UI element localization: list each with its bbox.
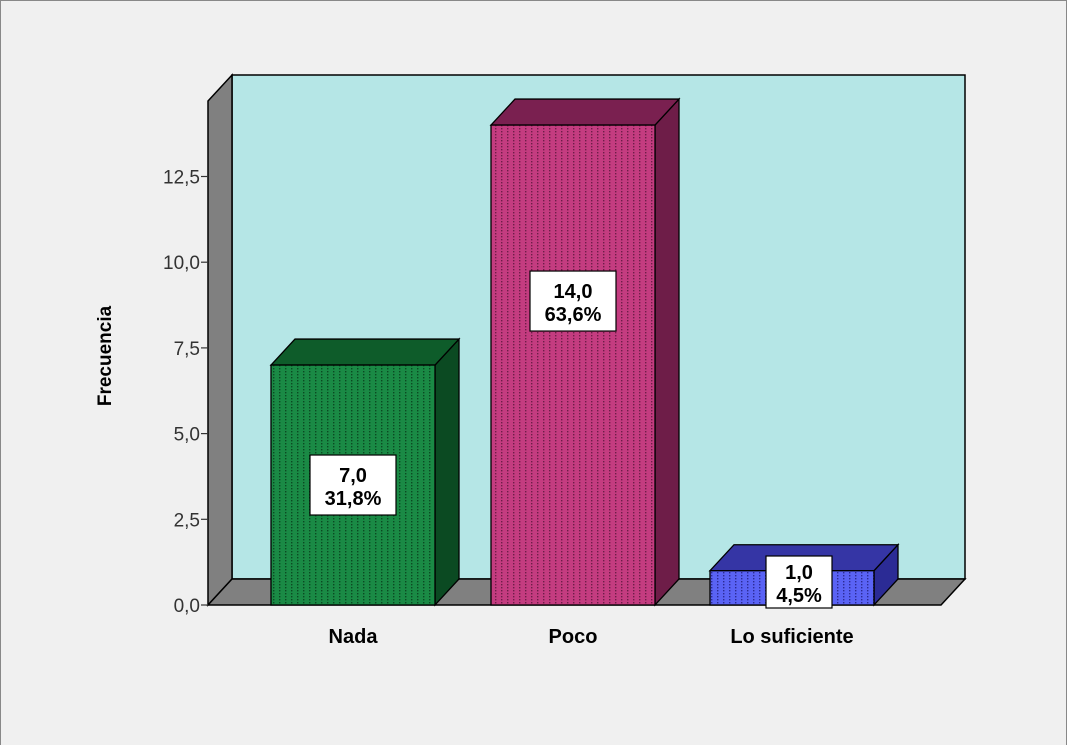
y-tick-label: 10,0 (163, 253, 200, 274)
bar-front (490, 124, 656, 606)
data-label: 14,063,6% (529, 270, 617, 332)
data-label-value: 1,0 (785, 562, 813, 584)
data-label-value: 14,0 (554, 281, 593, 303)
bar-side (654, 97, 680, 607)
data-label-value: 7,0 (339, 465, 367, 487)
data-label-percent: 63,6% (545, 304, 602, 326)
x-tick-label: Poco (549, 626, 598, 648)
y-tick-label: 0,0 (174, 596, 200, 617)
data-label: 1,04,5% (765, 555, 833, 609)
bar-side (434, 337, 460, 607)
y-tick-label: 2,5 (174, 510, 200, 531)
y-axis-title: Frecuencia (95, 305, 116, 406)
data-label-percent: 4,5% (776, 585, 822, 607)
side-wall (207, 73, 233, 607)
x-axis: Nada Poco Lo suficiente (329, 626, 854, 648)
data-label-box (529, 270, 617, 332)
bars (269, 97, 900, 607)
data-label: 7,031,8% (309, 454, 397, 516)
y-tick-label: 7,5 (174, 339, 200, 360)
y-axis: 0,0 2,5 5,0 7,5 10,0 12,5 (163, 168, 208, 617)
x-tick-label: Nada (329, 626, 379, 648)
y-tick-label: 5,0 (174, 425, 200, 446)
data-label-percent: 31,8% (325, 488, 382, 510)
data-label-box (765, 555, 833, 609)
bar-top (269, 338, 461, 366)
data-label-box (309, 454, 397, 516)
y-tick-label: 12,5 (163, 168, 200, 189)
bar-poco (489, 97, 681, 607)
bar-nada (269, 337, 461, 607)
bar-top (489, 98, 681, 126)
x-tick-label: Lo suficiente (730, 626, 853, 648)
data-labels: 7,031,8% 14,063,6% 1,04,5% (309, 270, 833, 609)
